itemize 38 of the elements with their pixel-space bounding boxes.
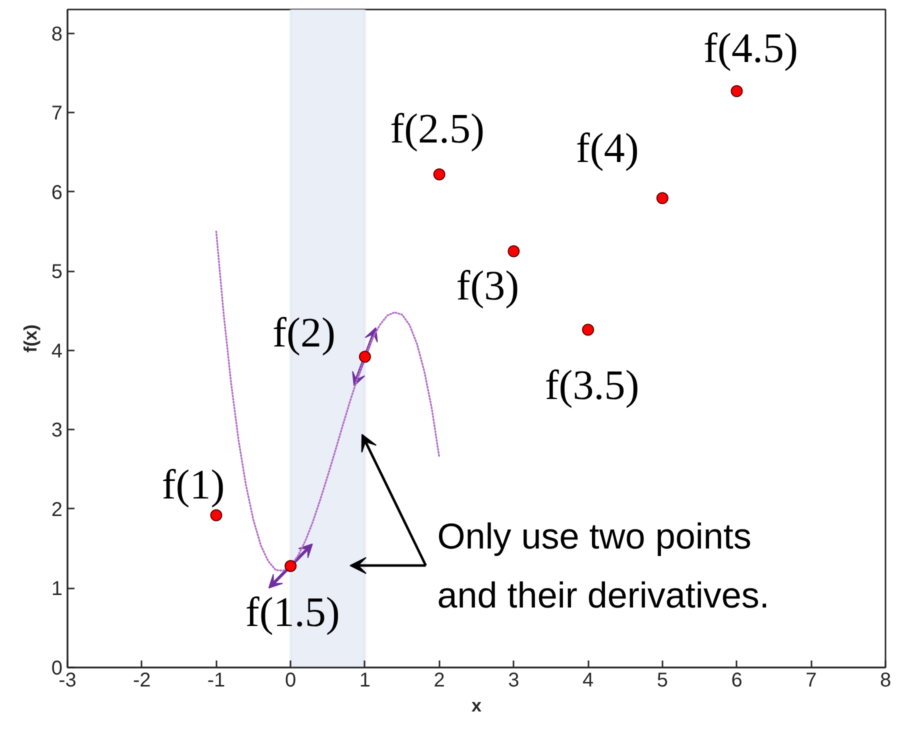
data-label: f(2.5) <box>390 106 485 152</box>
x-tick-label: 2 <box>434 670 445 692</box>
x-tick-label: -2 <box>132 670 151 692</box>
data-label: f(4) <box>576 126 639 172</box>
x-axis-title: x <box>471 696 482 716</box>
x-tick-label: 8 <box>880 670 892 692</box>
data-label: f(4.5) <box>704 26 798 72</box>
x-tick-label: 1 <box>359 670 371 692</box>
x-tick-label: 5 <box>656 670 668 692</box>
y-tick-label: 1 <box>51 578 62 600</box>
x-tick-label: 7 <box>806 670 817 692</box>
point <box>284 560 297 572</box>
y-tick-label: 8 <box>51 23 62 46</box>
y-tick-label: 3 <box>51 420 62 442</box>
point <box>656 192 668 204</box>
point <box>210 509 222 522</box>
y-tick-label: 5 <box>51 261 62 284</box>
data-label: f(1.5) <box>245 590 340 636</box>
x-tick-label: -1 <box>207 670 226 692</box>
annotation: Only use two points and their derivatives. <box>437 515 770 616</box>
y-tick-label: 6 <box>51 182 62 204</box>
point <box>730 85 743 98</box>
data-label: f(3.5) <box>544 362 640 409</box>
point <box>433 168 446 180</box>
x-tick-label: 3 <box>508 670 520 692</box>
point <box>358 350 371 363</box>
point <box>508 245 520 258</box>
data-label: f(1) <box>162 462 225 508</box>
x-tick-label: 6 <box>731 670 742 692</box>
x-tick-label: 4 <box>582 670 594 692</box>
y-tick-label: 2 <box>51 498 62 521</box>
data-label: f(3) <box>456 263 520 310</box>
y-tick-label: 4 <box>51 340 62 362</box>
y-axis-title: f(x) <box>20 324 40 352</box>
data-label: f(2) <box>272 310 336 357</box>
point <box>582 324 594 336</box>
y-tick-label: 7 <box>51 102 62 125</box>
x-tick-label: 0 <box>285 670 296 692</box>
